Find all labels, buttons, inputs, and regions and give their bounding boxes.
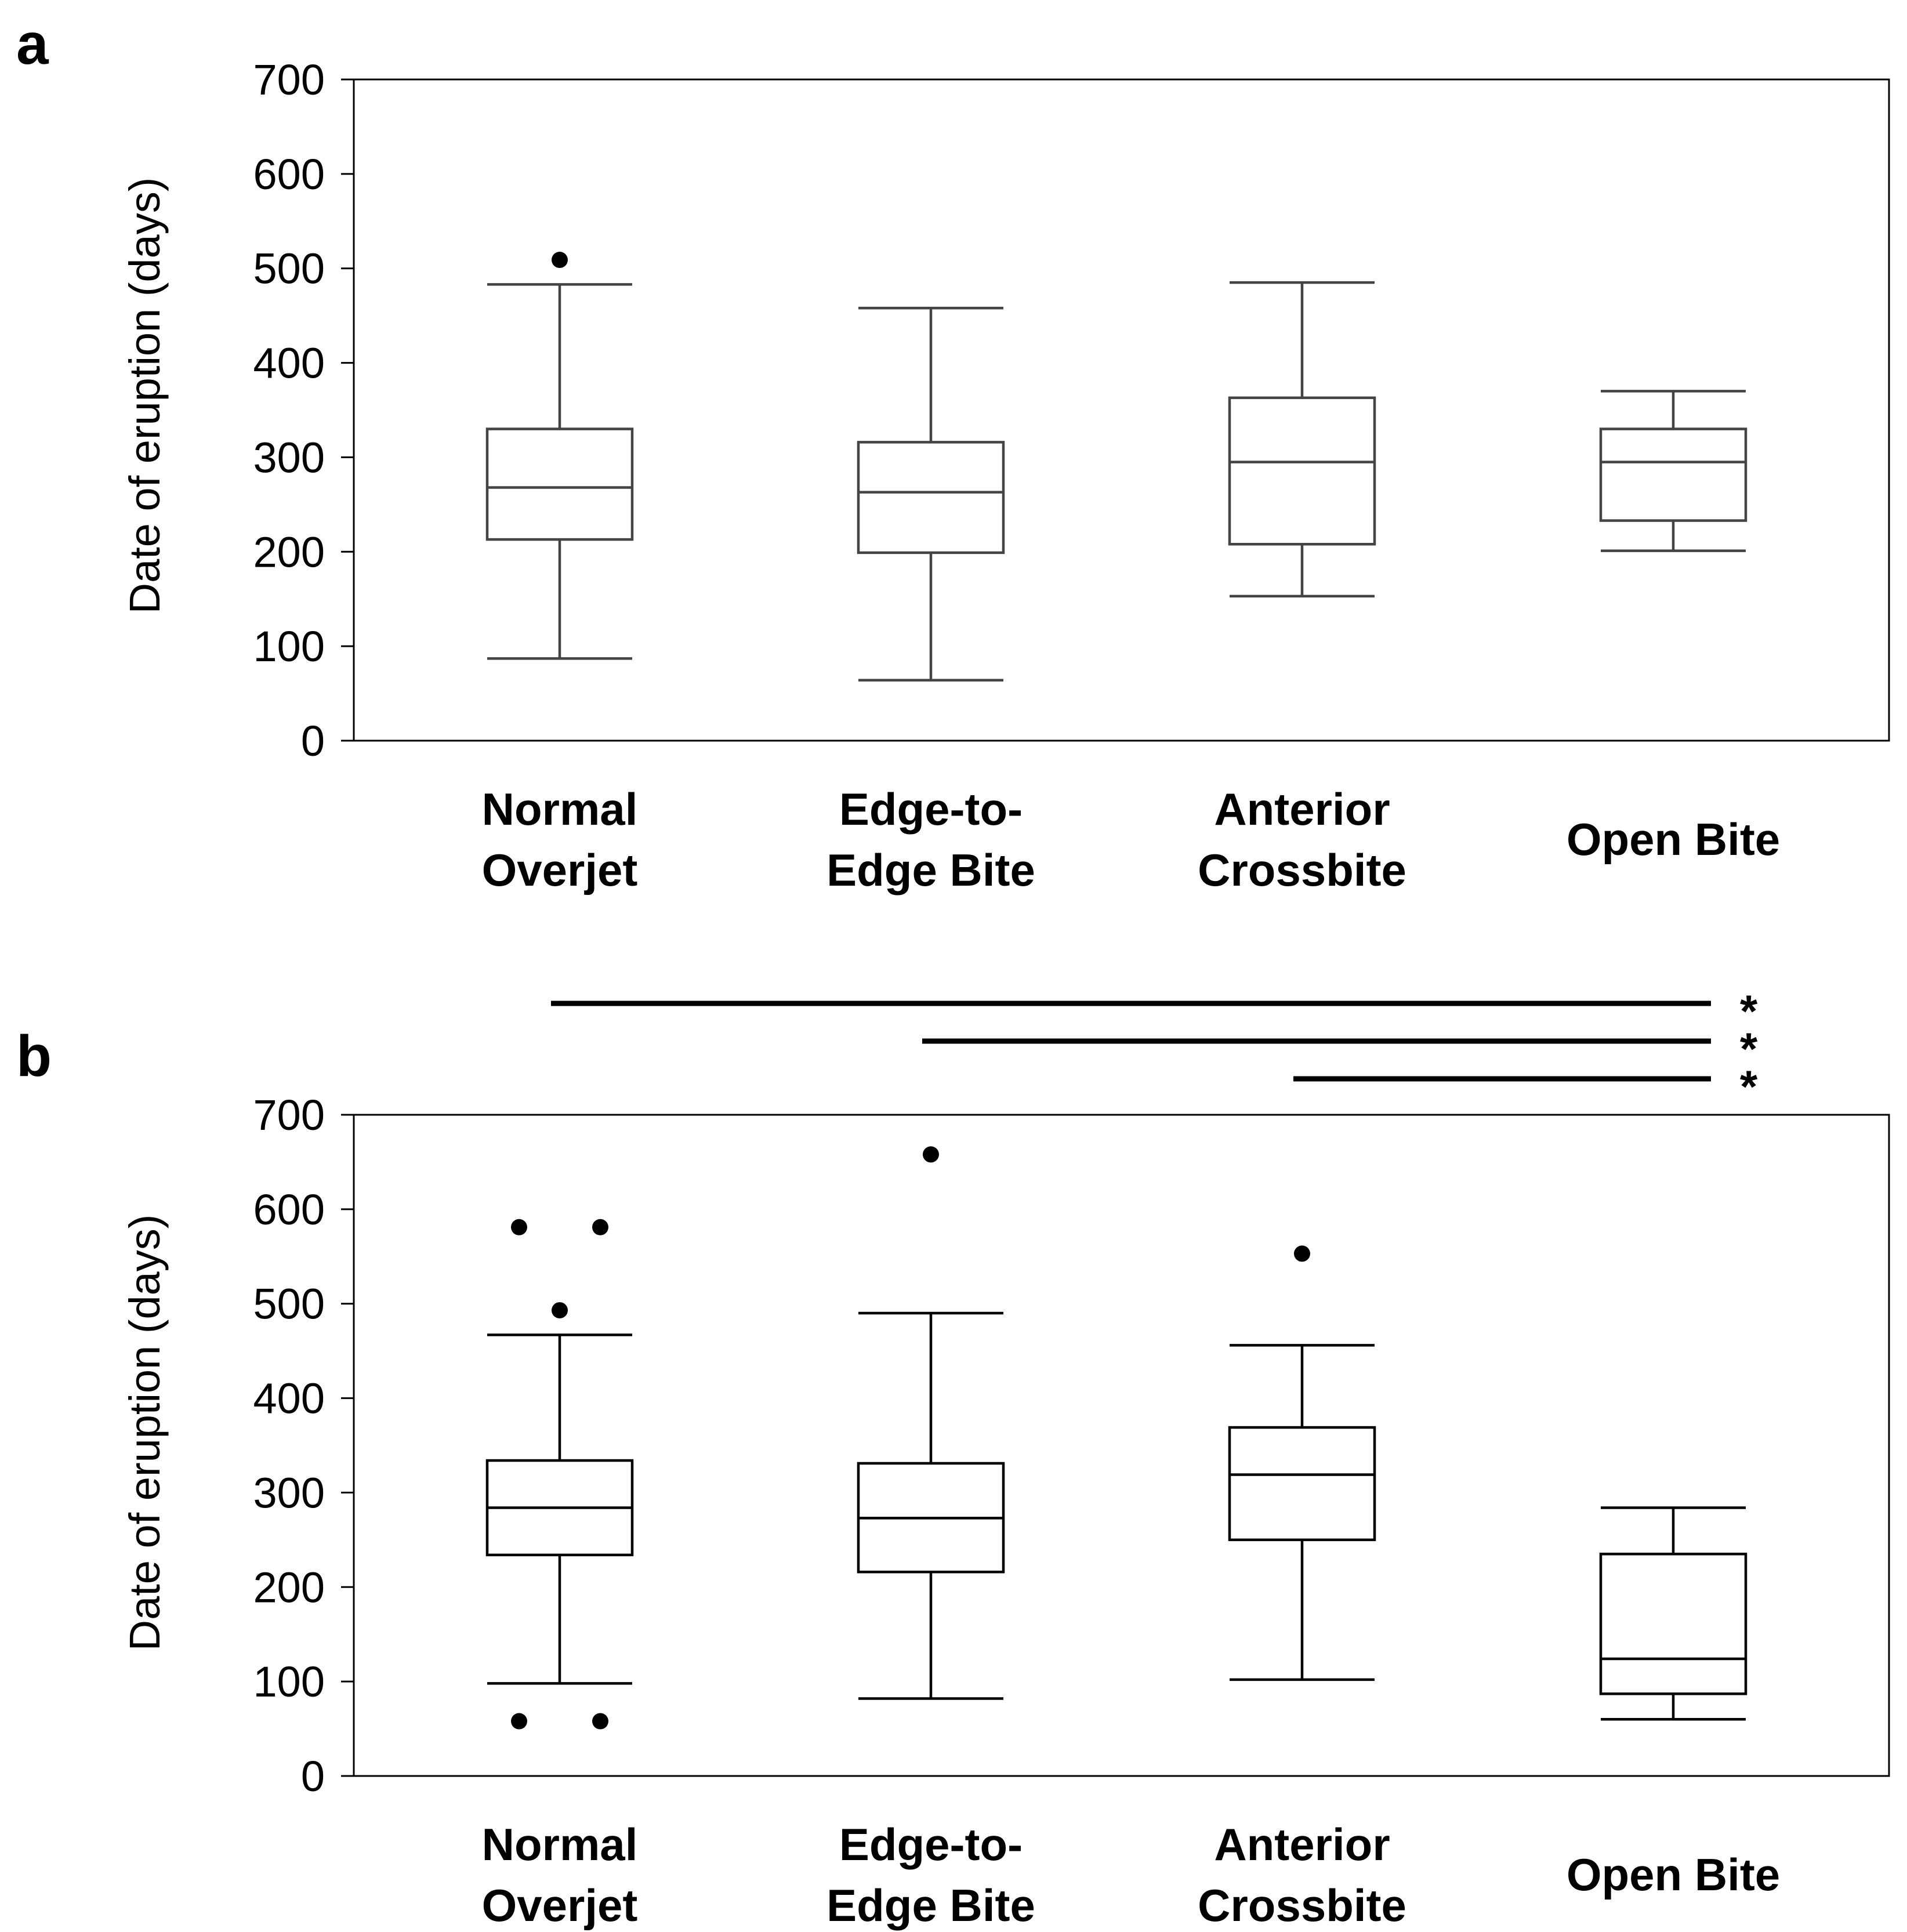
- category-label-line1: Anterior: [1214, 784, 1390, 835]
- category-label-line2: Overjet: [482, 1880, 638, 1931]
- y-axis-title-a: Date of eruption (days): [121, 177, 169, 614]
- category-label-line1: Normal: [482, 784, 638, 835]
- y-tick-label: 600: [253, 1186, 325, 1234]
- significance-star: *: [1740, 985, 1758, 1036]
- category-label-line2: Crossbite: [1198, 844, 1406, 896]
- panel-b: b Date of eruption (days) *** 0100200300…: [16, 985, 1890, 1931]
- outlier-point: [923, 1146, 939, 1163]
- y-tick-label: 200: [253, 1563, 325, 1611]
- y-axis-title-b: Date of eruption (days): [121, 1215, 169, 1651]
- outlier-point: [592, 1713, 608, 1730]
- box-group: [1228, 1245, 1376, 1681]
- iqr-box: [1599, 427, 1748, 522]
- box-group: [857, 306, 1005, 682]
- y-tick-label: 500: [253, 245, 325, 293]
- panel-a: a Date of eruption (days) 0 100 200 300 400 5…: [16, 12, 1890, 896]
- outlier-point: [552, 252, 568, 269]
- y-tick-label: 200: [253, 528, 325, 576]
- y-tick-label: 600: [253, 150, 325, 198]
- category-label-line2: Crossbite: [1198, 1880, 1406, 1931]
- y-ticks-a: 0 100 200 300 400 500 600 700: [253, 56, 354, 765]
- iqr-box: [1228, 396, 1376, 546]
- significance-star: *: [1740, 1023, 1758, 1074]
- category-labels-b: Normal Overjet Edge-to- Edge Bite Anterior Cr…: [482, 1819, 1781, 1931]
- iqr-box: [1599, 1553, 1748, 1695]
- category-label-line2: Overjet: [482, 844, 638, 896]
- box-group: [1228, 281, 1376, 598]
- category-label: Open Bite: [1567, 1849, 1780, 1900]
- y-tick-label: 300: [253, 433, 325, 481]
- boxes-b: [485, 1146, 1748, 1730]
- iqr-box: [857, 441, 1005, 554]
- category-labels-a: Normal Overjet Edge-to- Edge Bite Anterior Cr…: [482, 784, 1781, 896]
- iqr-box: [485, 427, 634, 541]
- category-label-line2: Edge Bite: [826, 844, 1035, 896]
- y-tick-label: 300: [253, 1469, 325, 1517]
- box-group: [857, 1146, 1005, 1700]
- y-tick-label: 400: [253, 339, 325, 387]
- y-tick-label: 100: [253, 622, 325, 670]
- boxes-a: [485, 252, 1748, 682]
- panel-label-b: b: [16, 1024, 52, 1089]
- significance-star: *: [1740, 1061, 1758, 1112]
- y-tick-label: 700: [253, 1091, 325, 1139]
- category-label: Open Bite: [1567, 814, 1780, 865]
- significance-bars-b: ***: [551, 985, 1758, 1112]
- box-group: [485, 252, 634, 660]
- category-label-line1: Normal: [482, 1819, 638, 1870]
- iqr-box: [1228, 1426, 1376, 1542]
- plot-frame-a: [353, 78, 1890, 742]
- y-tick-label: 500: [253, 1280, 325, 1328]
- category-label-line1: Edge-to-: [839, 1819, 1023, 1870]
- category-label-line1: Anterior: [1214, 1819, 1390, 1870]
- category-label-line1: Edge-to-: [839, 784, 1023, 835]
- outlier-point: [511, 1219, 527, 1235]
- y-tick-label: 0: [301, 717, 325, 765]
- y-tick-label: 400: [253, 1375, 325, 1423]
- outlier-point: [511, 1713, 527, 1730]
- category-label-line2: Edge Bite: [826, 1880, 1035, 1931]
- panel-label-a: a: [16, 12, 49, 77]
- outlier-point: [592, 1219, 608, 1235]
- plot-frame-b: [353, 1114, 1890, 1777]
- y-ticks-b: 0 100 200 300 400 500 600 700: [253, 1091, 354, 1800]
- outlier-point: [1294, 1245, 1310, 1262]
- box-group: [485, 1219, 634, 1730]
- y-tick-label: 0: [301, 1752, 325, 1800]
- y-tick-label: 100: [253, 1658, 325, 1706]
- box-group: [1599, 390, 1748, 552]
- box-group: [1599, 1506, 1748, 1721]
- outlier-point: [552, 1302, 568, 1319]
- y-tick-label: 700: [253, 56, 325, 104]
